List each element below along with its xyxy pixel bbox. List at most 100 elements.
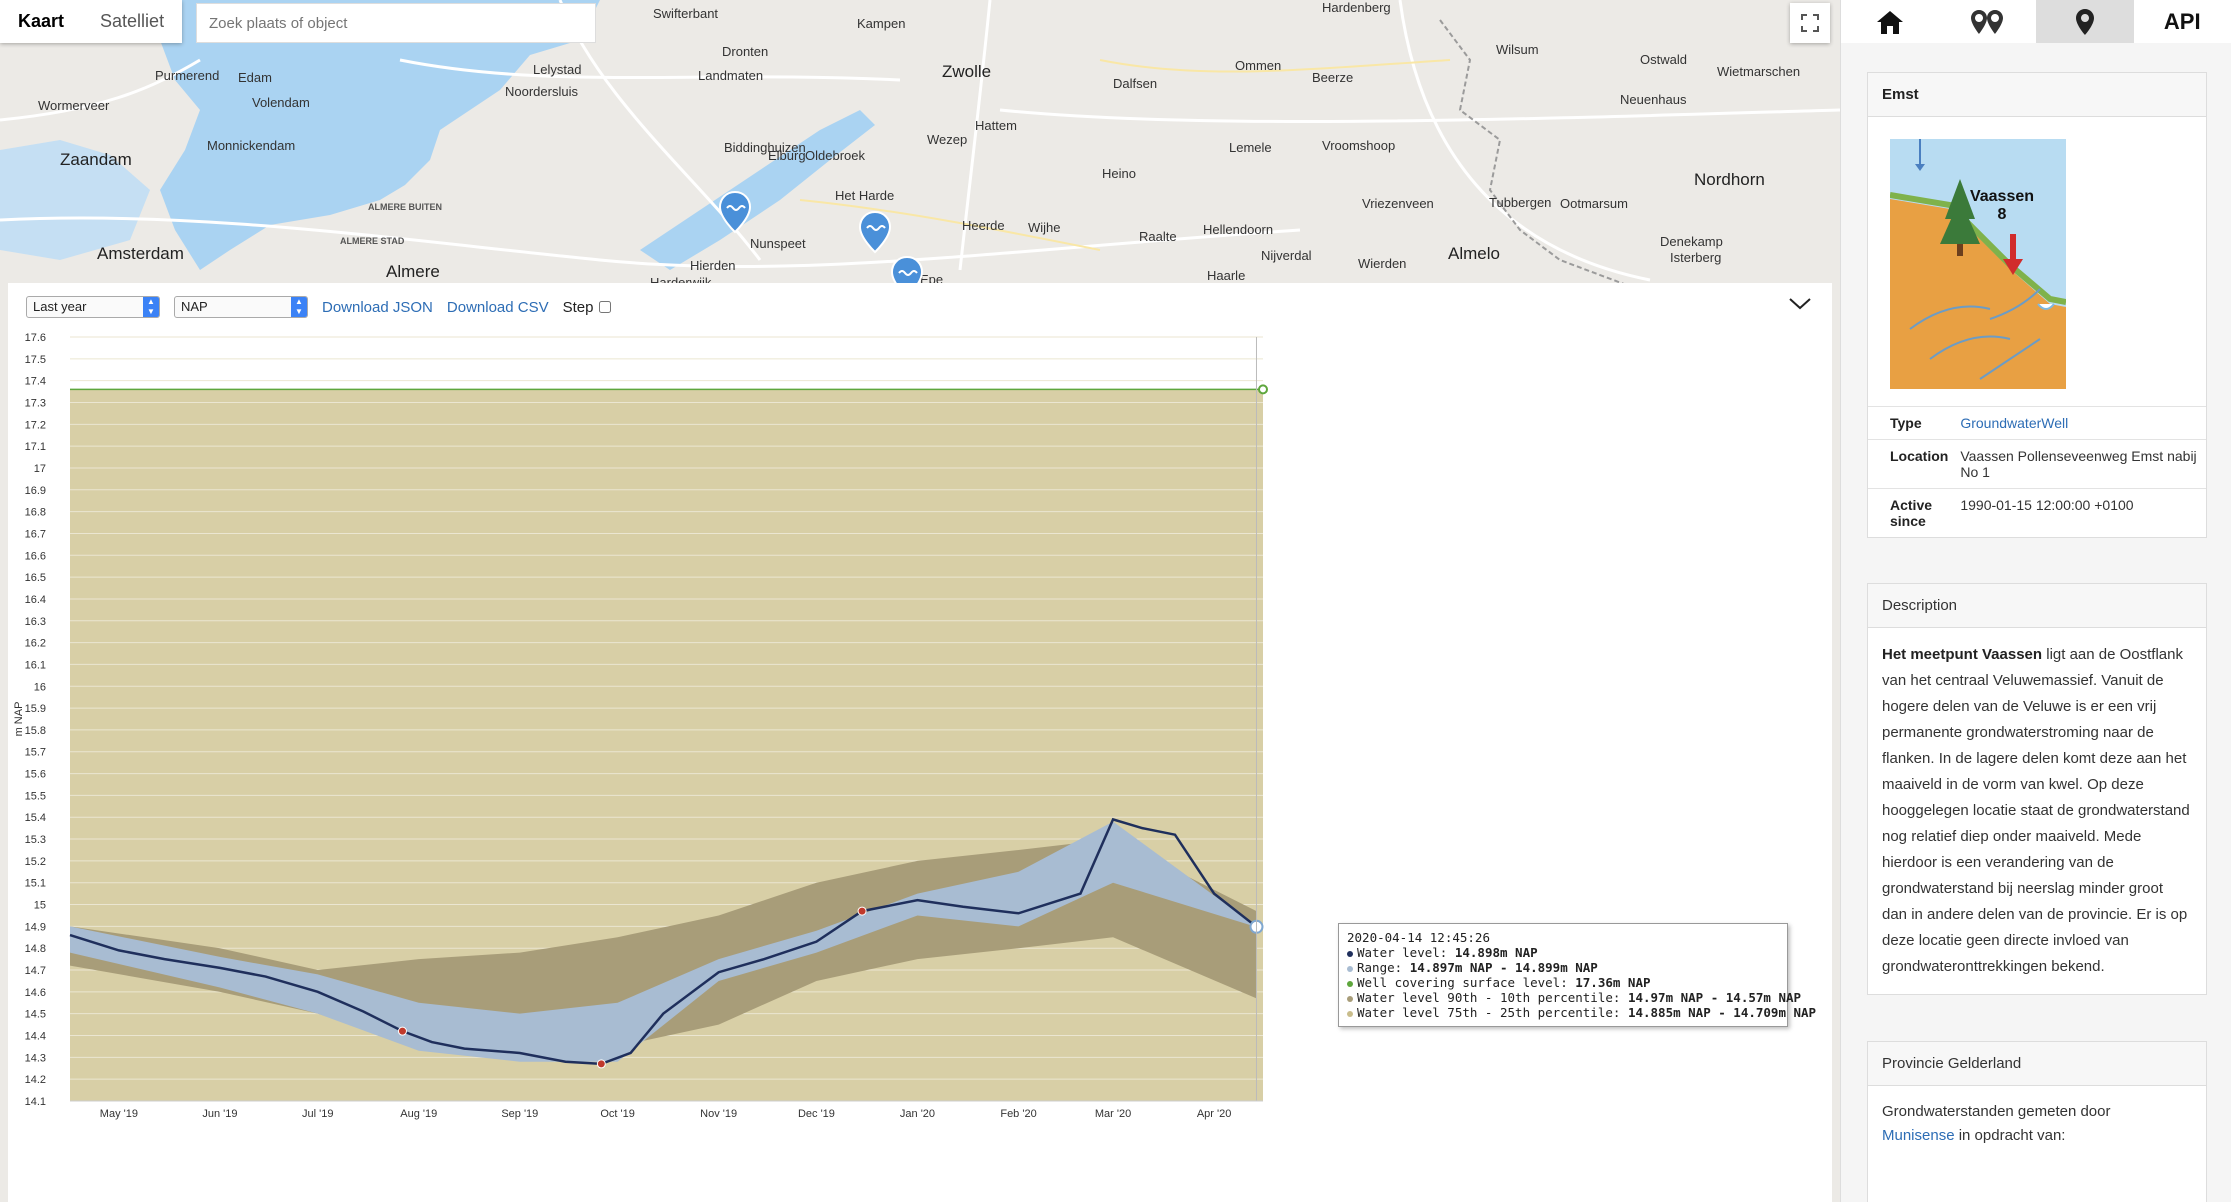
water-level-line (69, 817, 1258, 1066)
map-place-label: Wezep (927, 132, 968, 147)
y-tick-label: 15.2 (25, 856, 46, 868)
tooltip-rows: Water level: 14.898m NAP Range: 14.897m N… (1347, 945, 1816, 1020)
y-tick-label: 15.5 (25, 790, 46, 802)
map-place-label: Beerze (1312, 70, 1354, 85)
tab-location[interactable] (2036, 0, 2134, 43)
map-place-label: Wietmarschen (1717, 64, 1801, 79)
chevron-down-icon[interactable] (1786, 291, 1814, 315)
pins-icon (1971, 9, 2004, 34)
x-tick-label: Feb '20 (1000, 1108, 1036, 1120)
y-tick-label: 15 (34, 900, 46, 912)
x-tick-label: Mar '20 (1095, 1108, 1131, 1120)
description-body: ligt aan de Oostflank van het centraal V… (1882, 646, 2190, 975)
map-place-label: Nordhorn (1694, 170, 1765, 189)
map-pin-icon[interactable] (858, 210, 892, 254)
water-level-chart[interactable]: 17.6 17.5 17.4 17.3 17.2 17.1 17 16.9 16.8 16.7 16… (8, 323, 1832, 1202)
y-tick-label: 16.3 (25, 616, 46, 628)
y-tick-label: 16.8 (25, 507, 46, 519)
tab-home[interactable] (1841, 0, 1939, 43)
location-title: Emst (1868, 73, 2206, 117)
unit-select-value: NAP (181, 299, 208, 314)
tooltip-row: Range: 14.897m NAP - 14.899m NAP (1347, 960, 1779, 975)
unit-select[interactable]: NAP ▲ ▼ (174, 296, 308, 318)
location-image-wrap: Vaassen 8 (1868, 117, 2206, 406)
y-tick-label: 16.6 (25, 550, 46, 562)
map-place-label: Amsterdam (97, 244, 184, 263)
map-tab-kaart[interactable]: Kaart (18, 11, 65, 31)
tooltip-row: Well covering surface level: 17.36m NAP (1347, 975, 1779, 990)
map-tab-satelliet[interactable]: Satelliet (100, 11, 165, 31)
map-place-label: Wijhe (1028, 220, 1061, 235)
y-tick-label: 14.5 (25, 1009, 46, 1021)
meta-value: 1990-01-15 12:00:00 +0100 (1954, 488, 2206, 537)
x-tick-label: Dec '19 (798, 1108, 835, 1120)
y-tick-label: 15.1 (25, 878, 46, 890)
map-place-label: Almelo (1448, 244, 1500, 263)
description-card: Description Het meetpunt Vaassen ligt aa… (1867, 583, 2207, 995)
map-place-label: Purmerend (155, 68, 220, 83)
y-tick-label: 17.6 (25, 332, 46, 344)
map-place-label: Hardenberg (1322, 0, 1391, 15)
map-search-input[interactable] (196, 3, 596, 43)
step-checkbox[interactable] (599, 301, 612, 313)
map-place-label: Noordersluis (505, 84, 578, 99)
map-place-label: Volendam (252, 95, 310, 110)
y-tick-label: 17.4 (25, 376, 46, 388)
province-text-1: Grondwaterstanden gemeten door (1882, 1103, 2111, 1120)
munisense-link[interactable]: Munisense (1882, 1127, 1955, 1144)
map-place-label: Hellendoorn (1203, 222, 1274, 237)
data-point-marker (857, 906, 867, 916)
tooltip-value: 14.97m NAP - 14.57m NAP (1627, 990, 1802, 1005)
y-axis-label: m NAP (13, 702, 25, 737)
y-tick-label: 15.3 (25, 834, 46, 846)
map-place-label: Monnickendam (207, 138, 296, 153)
chart-controls: Last year ▲ ▼ NAP ▲ ▼ Download JSON Downlo… (26, 295, 612, 319)
map-place-label: Wilsum (1496, 42, 1539, 57)
tab-api[interactable]: API (2163, 8, 2201, 34)
description-title: Description (1868, 584, 2206, 628)
y-tick-label: 15.9 (25, 703, 46, 715)
tooltip-label: Range: (1357, 960, 1410, 975)
province-title: Provincie Gelderland (1868, 1042, 2206, 1086)
meta-row-active: Active since 1990-01-15 12:00:00 +0100 (1868, 488, 2206, 537)
chart-tooltip: 2020-04-14 12:45:26 Water level: 14.898m… (1338, 923, 1816, 1027)
y-tick-label: 15.4 (25, 812, 46, 824)
download-json-link[interactable]: Download JSON (322, 298, 433, 316)
description-lead: Het meetpunt Vaassen (1882, 646, 2043, 663)
map-place-label: Hierden (690, 258, 736, 273)
map-place-label: Lemele (1229, 140, 1272, 155)
y-tick-label: 14.9 (25, 921, 46, 933)
tab-locations[interactable] (1939, 0, 2037, 43)
y-tick-label: 17 (34, 463, 46, 475)
meta-key: Location (1868, 439, 1955, 489)
legend-dot-icon (1347, 995, 1353, 1002)
type-link[interactable]: GroundwaterWell (1960, 415, 2069, 431)
meta-value: Vaassen Pollenseveenweg Emst nabij No 1 (1954, 439, 2206, 489)
map-place-label: Swifterbant (653, 6, 719, 21)
fullscreen-button[interactable] (1790, 3, 1830, 43)
map-place-label: Dronten (722, 44, 769, 59)
map-place-label: Denekamp (1660, 234, 1723, 249)
legend-dot-icon (1347, 980, 1353, 987)
map-place-label: Landmaten (698, 68, 764, 83)
y-tick-label: 14.1 (25, 1096, 46, 1108)
tooltip-label: Water level 75th - 25th percentile: (1357, 1005, 1628, 1020)
tooltip-label: Water level 90th - 10th percentile: (1357, 990, 1628, 1005)
pin-icon (2075, 8, 2094, 35)
select-arrows-icon: ▲ ▼ (291, 297, 307, 317)
download-csv-link[interactable]: Download CSV (446, 298, 549, 316)
description-text: Het meetpunt Vaassen ligt aan de Oostfla… (1868, 628, 2206, 994)
province-text: Grondwaterstanden gemeten door Munisense… (1868, 1086, 2206, 1162)
map-place-label: Oldebroek (805, 148, 865, 163)
surface-level-marker (1258, 384, 1268, 395)
legend-dot-icon (1347, 950, 1353, 957)
period-select-value: Last year (33, 299, 87, 314)
map-pin-icon[interactable] (718, 190, 752, 234)
home-icon (1876, 10, 1903, 34)
y-tick-label: 14.4 (25, 1031, 46, 1043)
y-tick-label: 16.1 (25, 659, 46, 671)
period-select[interactable]: Last year ▲ ▼ (26, 296, 160, 318)
x-tick-label: Jun '19 (202, 1108, 237, 1120)
y-tick-label: 17.5 (25, 354, 46, 366)
tooltip-value: 14.898m NAP (1454, 945, 1538, 960)
